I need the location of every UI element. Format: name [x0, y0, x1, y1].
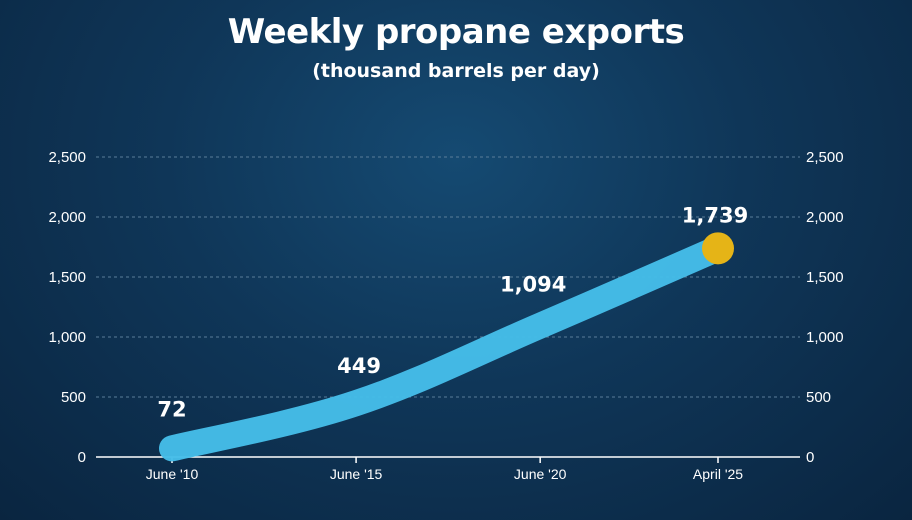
y-tick-label-left: 1,000	[48, 329, 86, 346]
y-tick-label-left: 2,500	[48, 149, 86, 166]
chart-title: Weekly propane exports	[227, 12, 685, 52]
chart-subtitle: (thousand barrels per day)	[312, 60, 600, 82]
y-tick-label-left: 0	[78, 449, 86, 466]
y-tick-label-right: 1,500	[806, 269, 844, 286]
y-tick-label-right: 2,000	[806, 209, 844, 226]
y-tick-label-right: 2,500	[806, 149, 844, 166]
data-label: 72	[157, 397, 186, 421]
x-tick-label: June '20	[514, 466, 567, 482]
data-label: 1,739	[682, 203, 748, 227]
y-tick-label-right: 500	[806, 389, 831, 406]
data-label: 1,094	[500, 273, 566, 297]
data-label: 449	[337, 354, 381, 378]
y-tick-label-right: 0	[806, 449, 814, 466]
y-tick-label-right: 1,000	[806, 329, 844, 346]
y-tick-label-left: 500	[61, 389, 86, 406]
x-tick-label: June '15	[330, 466, 383, 482]
y-tick-label-left: 1,500	[48, 269, 86, 286]
x-tick-label: June '10	[146, 466, 199, 482]
y-tick-label-left: 2,000	[48, 209, 86, 226]
series-line	[159, 235, 731, 462]
endpoint-marker	[702, 232, 734, 265]
x-tick-label: April '25	[693, 466, 743, 482]
